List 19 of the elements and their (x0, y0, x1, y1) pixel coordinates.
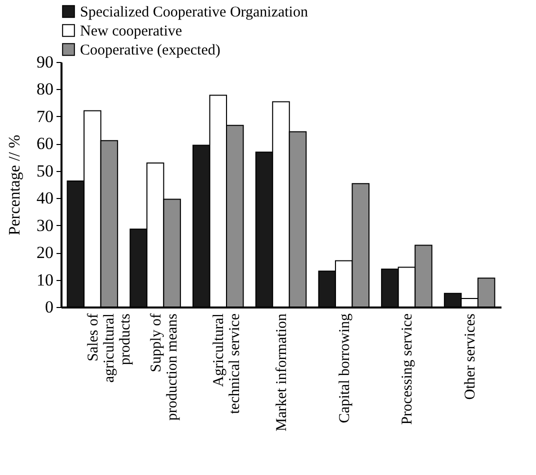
x-tick-label: Sales of agricultural products (85, 313, 134, 383)
y-tick-label: 0 (45, 298, 54, 316)
x-tick-label: Other services (462, 313, 479, 400)
x-tick-label: Market information (274, 313, 290, 432)
y-tick-label: 90 (36, 52, 54, 72)
legend-label: Specialized Cooperative Organization (80, 4, 308, 20)
y-tick-label: 30 (36, 216, 54, 235)
y-axis-title: Percentage // % (6, 134, 24, 236)
y-tick-label: 10 (36, 270, 54, 290)
y-tick-label: 80 (36, 80, 54, 99)
y-tick-label: 60 (36, 134, 54, 154)
x-tick-label: Capital borrowing (336, 313, 353, 424)
x-tick-label: Processing service (400, 313, 416, 425)
y-tick-label: 40 (36, 188, 54, 208)
y-tick-label: 70 (36, 106, 54, 126)
legend-label: New cooperative (80, 24, 182, 40)
y-tick-label: 50 (36, 161, 54, 180)
y-tick-label: 20 (36, 243, 54, 262)
legend-label: Cooperative (expected) (80, 42, 220, 58)
